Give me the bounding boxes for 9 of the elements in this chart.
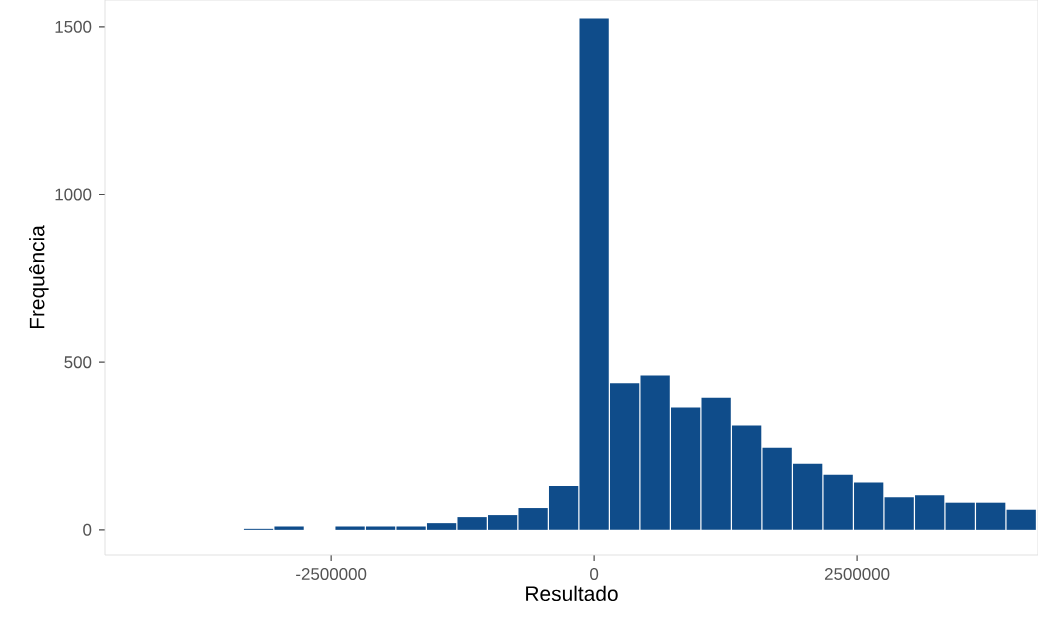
y-tick-label: 1500 <box>55 20 92 33</box>
y-tick-label: 1000 <box>55 188 92 201</box>
y-tick-label: 500 <box>64 356 92 369</box>
x-tick-label: -2500000 <box>296 568 367 581</box>
x-tick-label: 2500000 <box>824 568 890 581</box>
y-tick-label: 0 <box>83 523 92 536</box>
y-axis-title: Frequência <box>29 225 49 329</box>
x-tick-label: 0 <box>590 568 599 581</box>
x-axis-title: Resultado <box>526 585 618 602</box>
